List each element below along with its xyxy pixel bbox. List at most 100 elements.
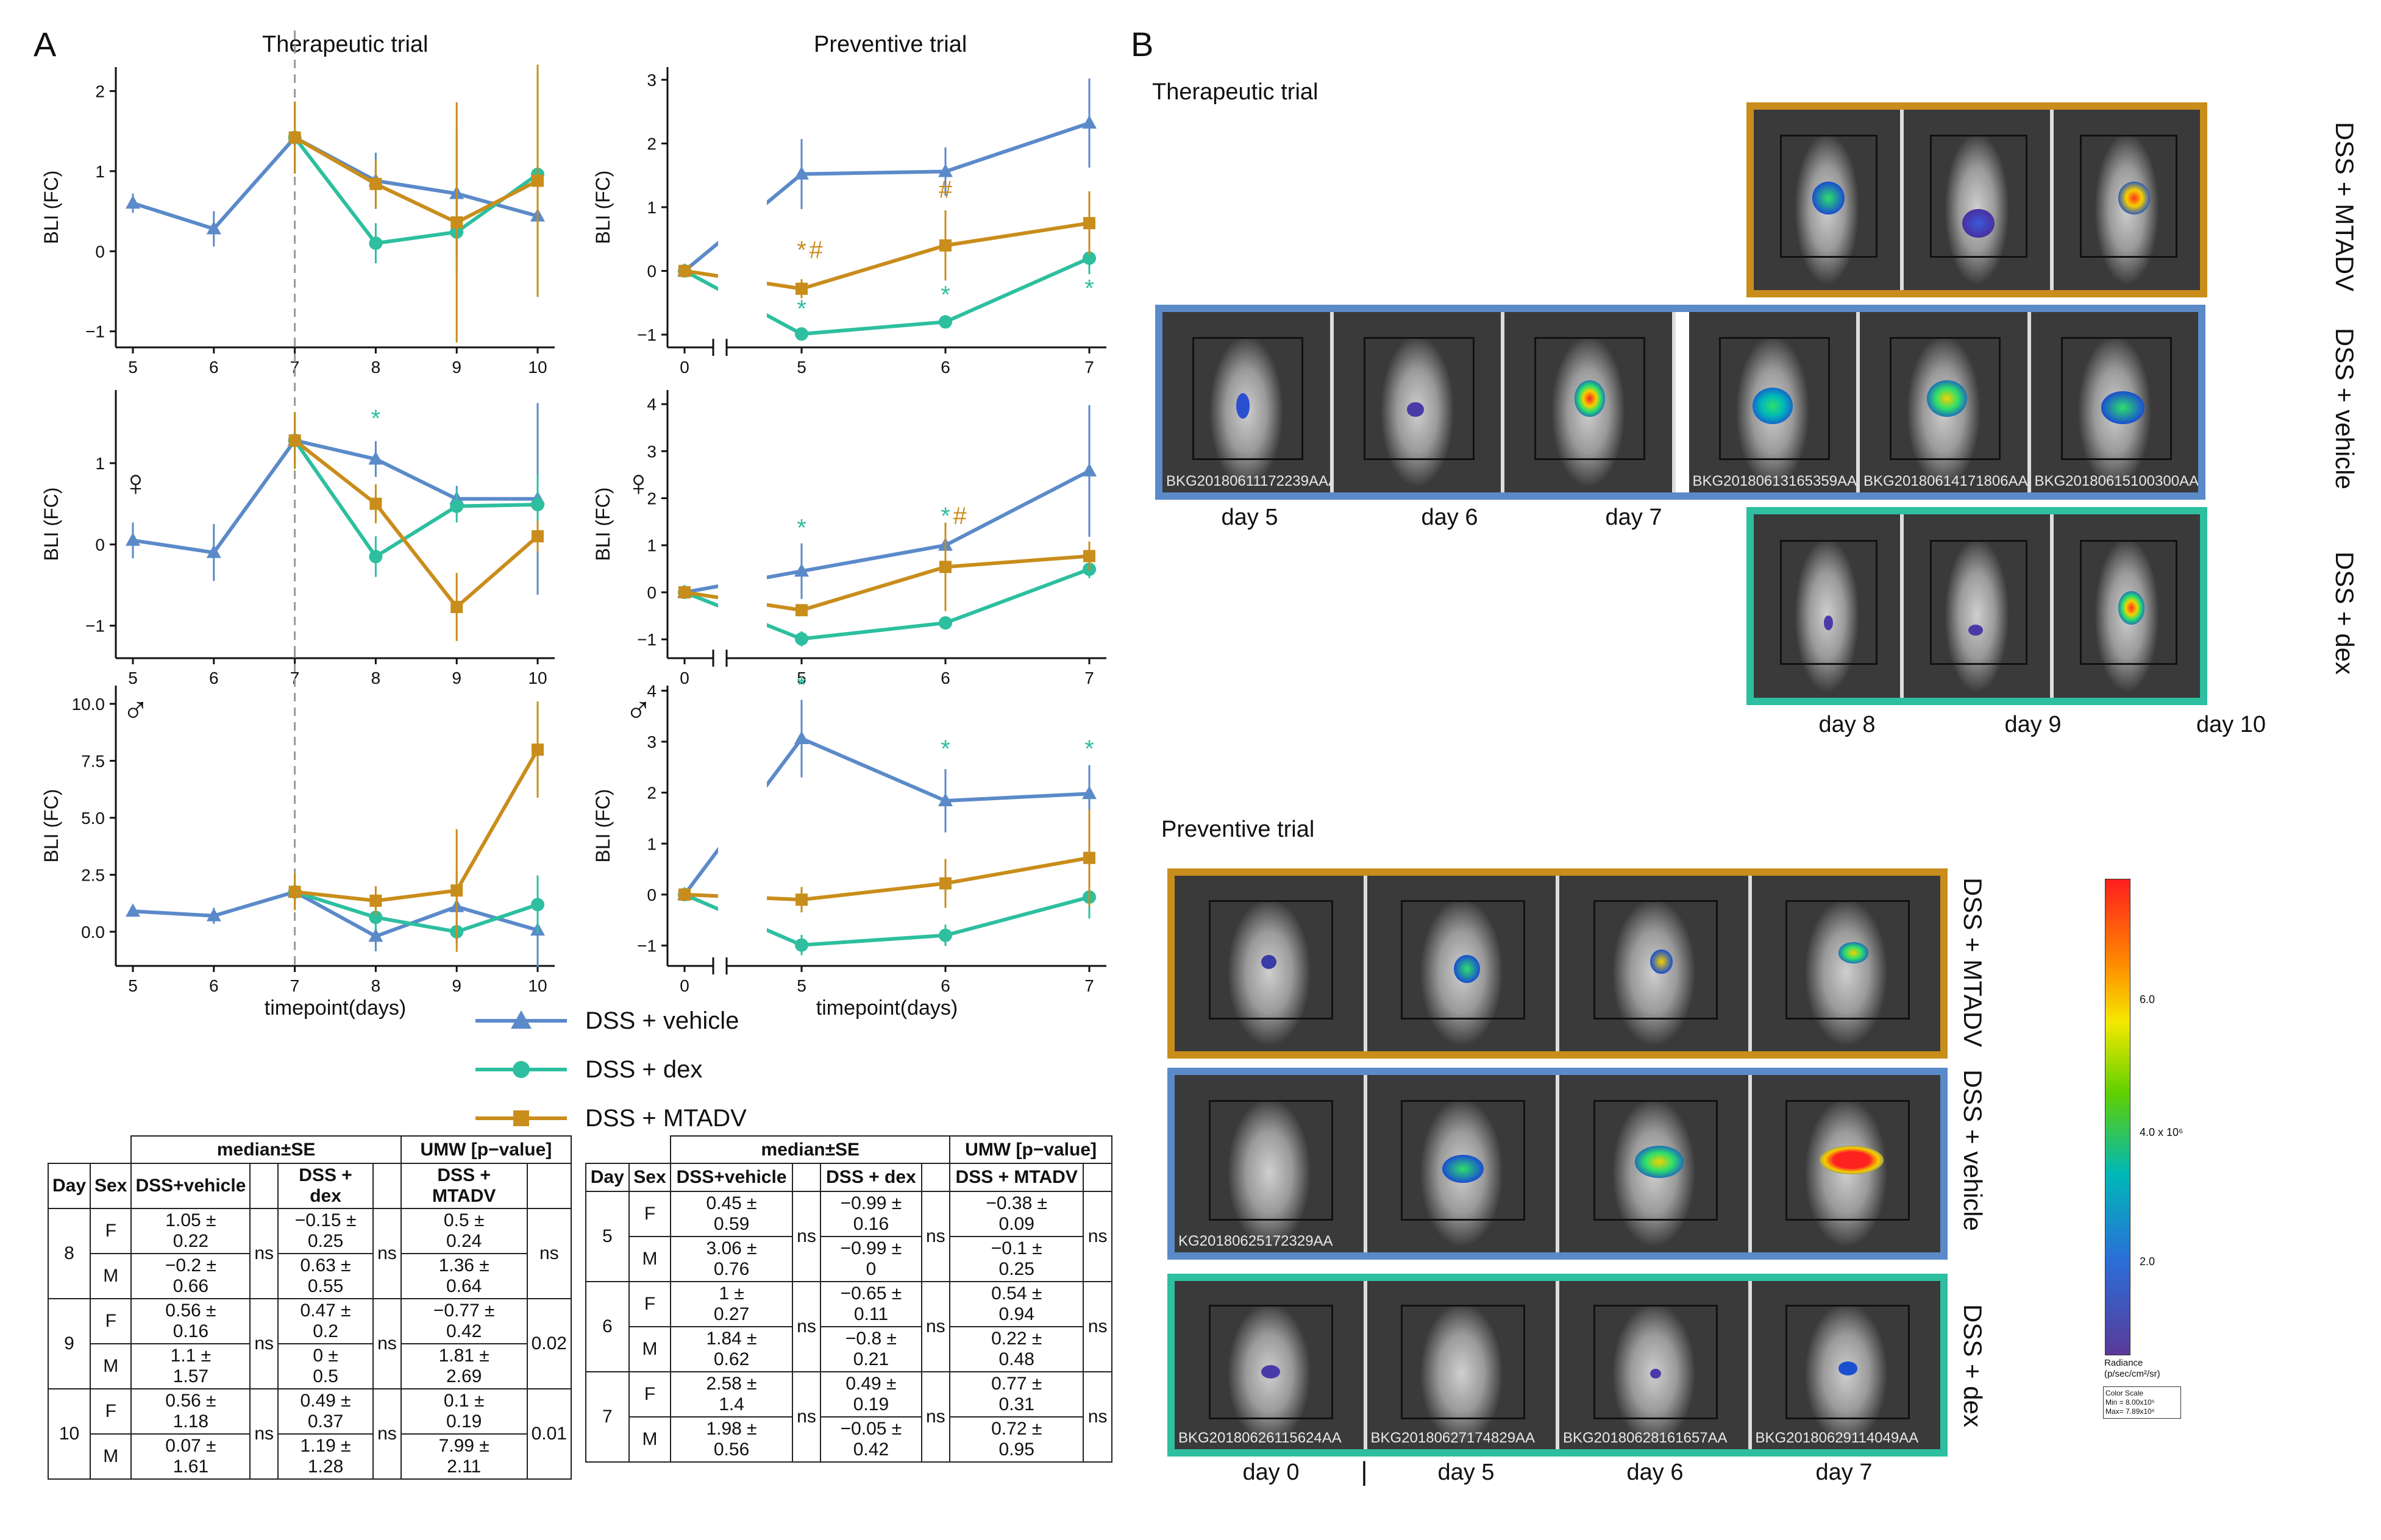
y-tick-label: −1: [637, 937, 657, 956]
significance-marker: *: [941, 736, 950, 762]
table-cell-p: ns: [1083, 1191, 1112, 1282]
x-tick-label: 6: [209, 976, 219, 995]
legend-vehicle: DSS + vehicle: [475, 1006, 739, 1036]
x-tick-label: 10: [528, 358, 547, 377]
x-tick-label: 9: [452, 669, 461, 687]
y-tick-label: 2: [647, 784, 657, 803]
x-tick-label: 10: [528, 976, 547, 995]
col-vehicle: DSS+vehicle: [670, 1163, 793, 1192]
y-tick-label: −1: [637, 325, 657, 344]
data-point: [369, 497, 382, 510]
radiance-colorbar: [2105, 879, 2130, 1355]
table-cell-p: ns: [249, 1388, 279, 1480]
table-cell-sex: F: [628, 1371, 672, 1418]
significance-marker: *: [1084, 275, 1094, 302]
table-cell: 0.77 ±0.31: [949, 1371, 1084, 1418]
data-point: [939, 561, 952, 573]
col-dex: DSS + dex: [820, 1163, 922, 1192]
mouse-image: [1559, 1075, 1752, 1252]
table-cell: −0.8 ±0.21: [820, 1326, 922, 1372]
data-point: [795, 327, 808, 341]
table-cell-sex: F: [90, 1388, 132, 1435]
table-cell: 1.1 ±1.57: [130, 1343, 251, 1389]
colorbar-tick-4: 4.0 x 10⁶: [2140, 1126, 2183, 1138]
ther-vehicle-frame: BKG20180611172239AAA BKG20180613165359AA…: [1155, 305, 2205, 500]
series-line: [294, 748, 539, 903]
table-cell: 0.56 ±1.18: [130, 1388, 251, 1435]
table-cell: −0.2 ±0.66: [130, 1253, 251, 1299]
line-break-gap: [718, 698, 767, 954]
y-tick-label: 7.5: [81, 751, 105, 770]
data-point: [939, 928, 952, 942]
series-line: [132, 438, 538, 555]
prev-day-0: day 0: [1242, 1460, 1300, 1485]
data-point: [450, 884, 463, 897]
y-tick-label: 1: [647, 536, 657, 555]
image-tag: BKG20180611172239AAA: [1166, 473, 1334, 489]
data-point: [795, 893, 808, 906]
legend-mtadv: DSS + MTADV: [475, 1103, 747, 1134]
table-cell-sex: M: [90, 1433, 132, 1480]
data-point: [939, 315, 952, 329]
table-cell: 1.98 ±0.56: [670, 1416, 793, 1463]
y-axis-label: BLI (FC): [40, 789, 62, 863]
data-point: [939, 616, 952, 630]
significance-marker: #: [809, 237, 823, 264]
data-point: [368, 928, 383, 942]
table-cell: −0.99 ±0.16: [820, 1191, 922, 1237]
col-day: Day: [47, 1163, 91, 1209]
data-point: [1083, 550, 1095, 562]
prev-dex-frame: BKG20180626115624AA BKG20180627174829AA …: [1167, 1274, 1948, 1457]
mouse-image: BKG20180627174829AA: [1367, 1281, 1559, 1449]
data-point: [938, 163, 953, 177]
imaging-preventive-title: Preventive trial: [1161, 817, 1315, 842]
data-point: [1083, 217, 1095, 230]
x-tick-label: 0: [680, 669, 689, 687]
mouse-image: BKG20180626115624AA: [1175, 1281, 1367, 1449]
image-tag: BKG20180626115624AA: [1178, 1430, 1342, 1446]
table-cell: −0.65 ±0.11: [820, 1281, 922, 1327]
mouse-image: [1367, 1075, 1559, 1252]
prev-row-label-dex: DSS + dex: [1959, 1304, 1987, 1427]
data-point: [126, 195, 140, 209]
y-tick-label: 1: [647, 198, 657, 217]
ther-day-7: day 7: [1605, 505, 1662, 530]
data-point: [369, 236, 383, 250]
table-cell-p: ns: [372, 1298, 402, 1389]
y-tick-label: 1: [647, 834, 657, 853]
prev-day-separator: |: [1361, 1457, 1368, 1486]
data-point: [288, 131, 301, 144]
data-point: [794, 730, 809, 744]
table-header-median: median±SE: [670, 1135, 951, 1164]
data-point: [939, 877, 952, 890]
mouse-image: [1333, 312, 1504, 492]
mouse-image: BKG20180613165359AA: [1675, 312, 1860, 492]
mouse-image: BKG20180628161657AA: [1559, 1281, 1752, 1449]
table-header-median: median±SE: [130, 1135, 402, 1164]
table-cell: 0.22 ±0.48: [949, 1326, 1084, 1372]
data-point: [531, 498, 544, 511]
data-point: [678, 586, 691, 598]
table-row: M −0.2 ±0.66 0.63 ±0.55 1.36 ±0.64: [48, 1253, 571, 1299]
data-point: [795, 604, 808, 617]
table-cell-p: ns: [791, 1371, 822, 1463]
y-axis-label: BLI (FC): [592, 789, 614, 863]
axis-break-gap: [713, 957, 727, 974]
y-tick-label: 2: [647, 489, 657, 508]
data-point: [288, 434, 301, 447]
table-cell-day: 6: [585, 1281, 630, 1372]
table-cell-p: ns: [1083, 1371, 1112, 1463]
y-tick-label: 2: [95, 82, 105, 101]
table-cell: 0.5 ±0.24: [400, 1208, 528, 1254]
mouse-image: [2054, 514, 2200, 698]
prev-vehicle-frame: KG20180625172329AA: [1167, 1068, 1948, 1260]
prev-day-7: day 7: [1815, 1460, 1873, 1485]
significance-marker: *: [797, 237, 806, 264]
table-corner: [48, 1136, 131, 1163]
y-tick-label: 2: [647, 134, 657, 153]
significance-marker: *: [797, 672, 806, 699]
x-tick-label: 5: [128, 358, 138, 377]
data-point: [795, 282, 808, 295]
table-cell: 0.1 ±0.19: [400, 1388, 528, 1435]
